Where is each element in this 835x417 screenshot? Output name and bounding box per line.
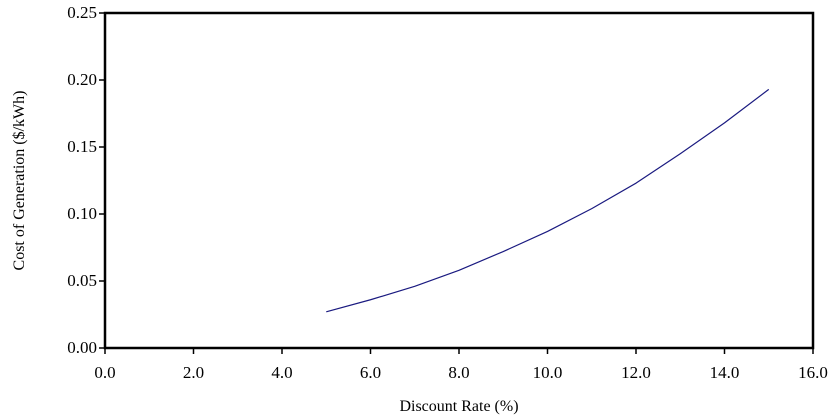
series-layer [326, 88, 770, 313]
series-line [326, 88, 770, 313]
x-tick-label: 14.0 [710, 363, 740, 382]
y-tick-label: 0.15 [67, 137, 97, 156]
x-tick-label: 8.0 [448, 363, 469, 382]
x-axis-title: Discount Rate (%) [399, 398, 518, 415]
x-tick-label: 2.0 [183, 363, 204, 382]
y-tick-label: 0.20 [67, 70, 97, 89]
x-tick-label: 12.0 [621, 363, 651, 382]
x-tick-label: 6.0 [360, 363, 381, 382]
x-tick-label: 16.0 [798, 363, 828, 382]
y-tick-label: 0.05 [67, 271, 97, 290]
y-tick-label: 0.00 [67, 338, 97, 357]
y-axis-ticks: 0.00 0.05 0.10 0.15 0.20 0.25 [67, 3, 105, 357]
x-tick-label: 0.0 [94, 363, 115, 382]
plot-frame [103, 11, 815, 350]
x-tick-label: 4.0 [271, 363, 292, 382]
y-tick-label: 0.25 [67, 3, 97, 22]
x-tick-label: 10.0 [533, 363, 563, 382]
y-tick-label: 0.10 [67, 204, 97, 223]
y-axis-title: Cost of Generation ($/kWh) [11, 91, 28, 271]
x-axis-ticks: 0.0 2.0 4.0 6.0 8.0 10.0 12.0 14.0 16.0 [94, 348, 828, 382]
